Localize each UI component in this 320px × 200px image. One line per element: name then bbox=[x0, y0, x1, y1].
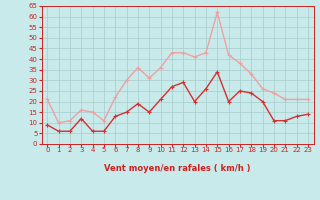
X-axis label: Vent moyen/en rafales ( km/h ): Vent moyen/en rafales ( km/h ) bbox=[104, 164, 251, 173]
